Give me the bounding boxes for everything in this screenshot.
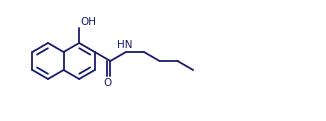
Text: OH: OH (80, 17, 96, 27)
Text: HN: HN (117, 40, 133, 50)
Text: O: O (103, 78, 112, 88)
